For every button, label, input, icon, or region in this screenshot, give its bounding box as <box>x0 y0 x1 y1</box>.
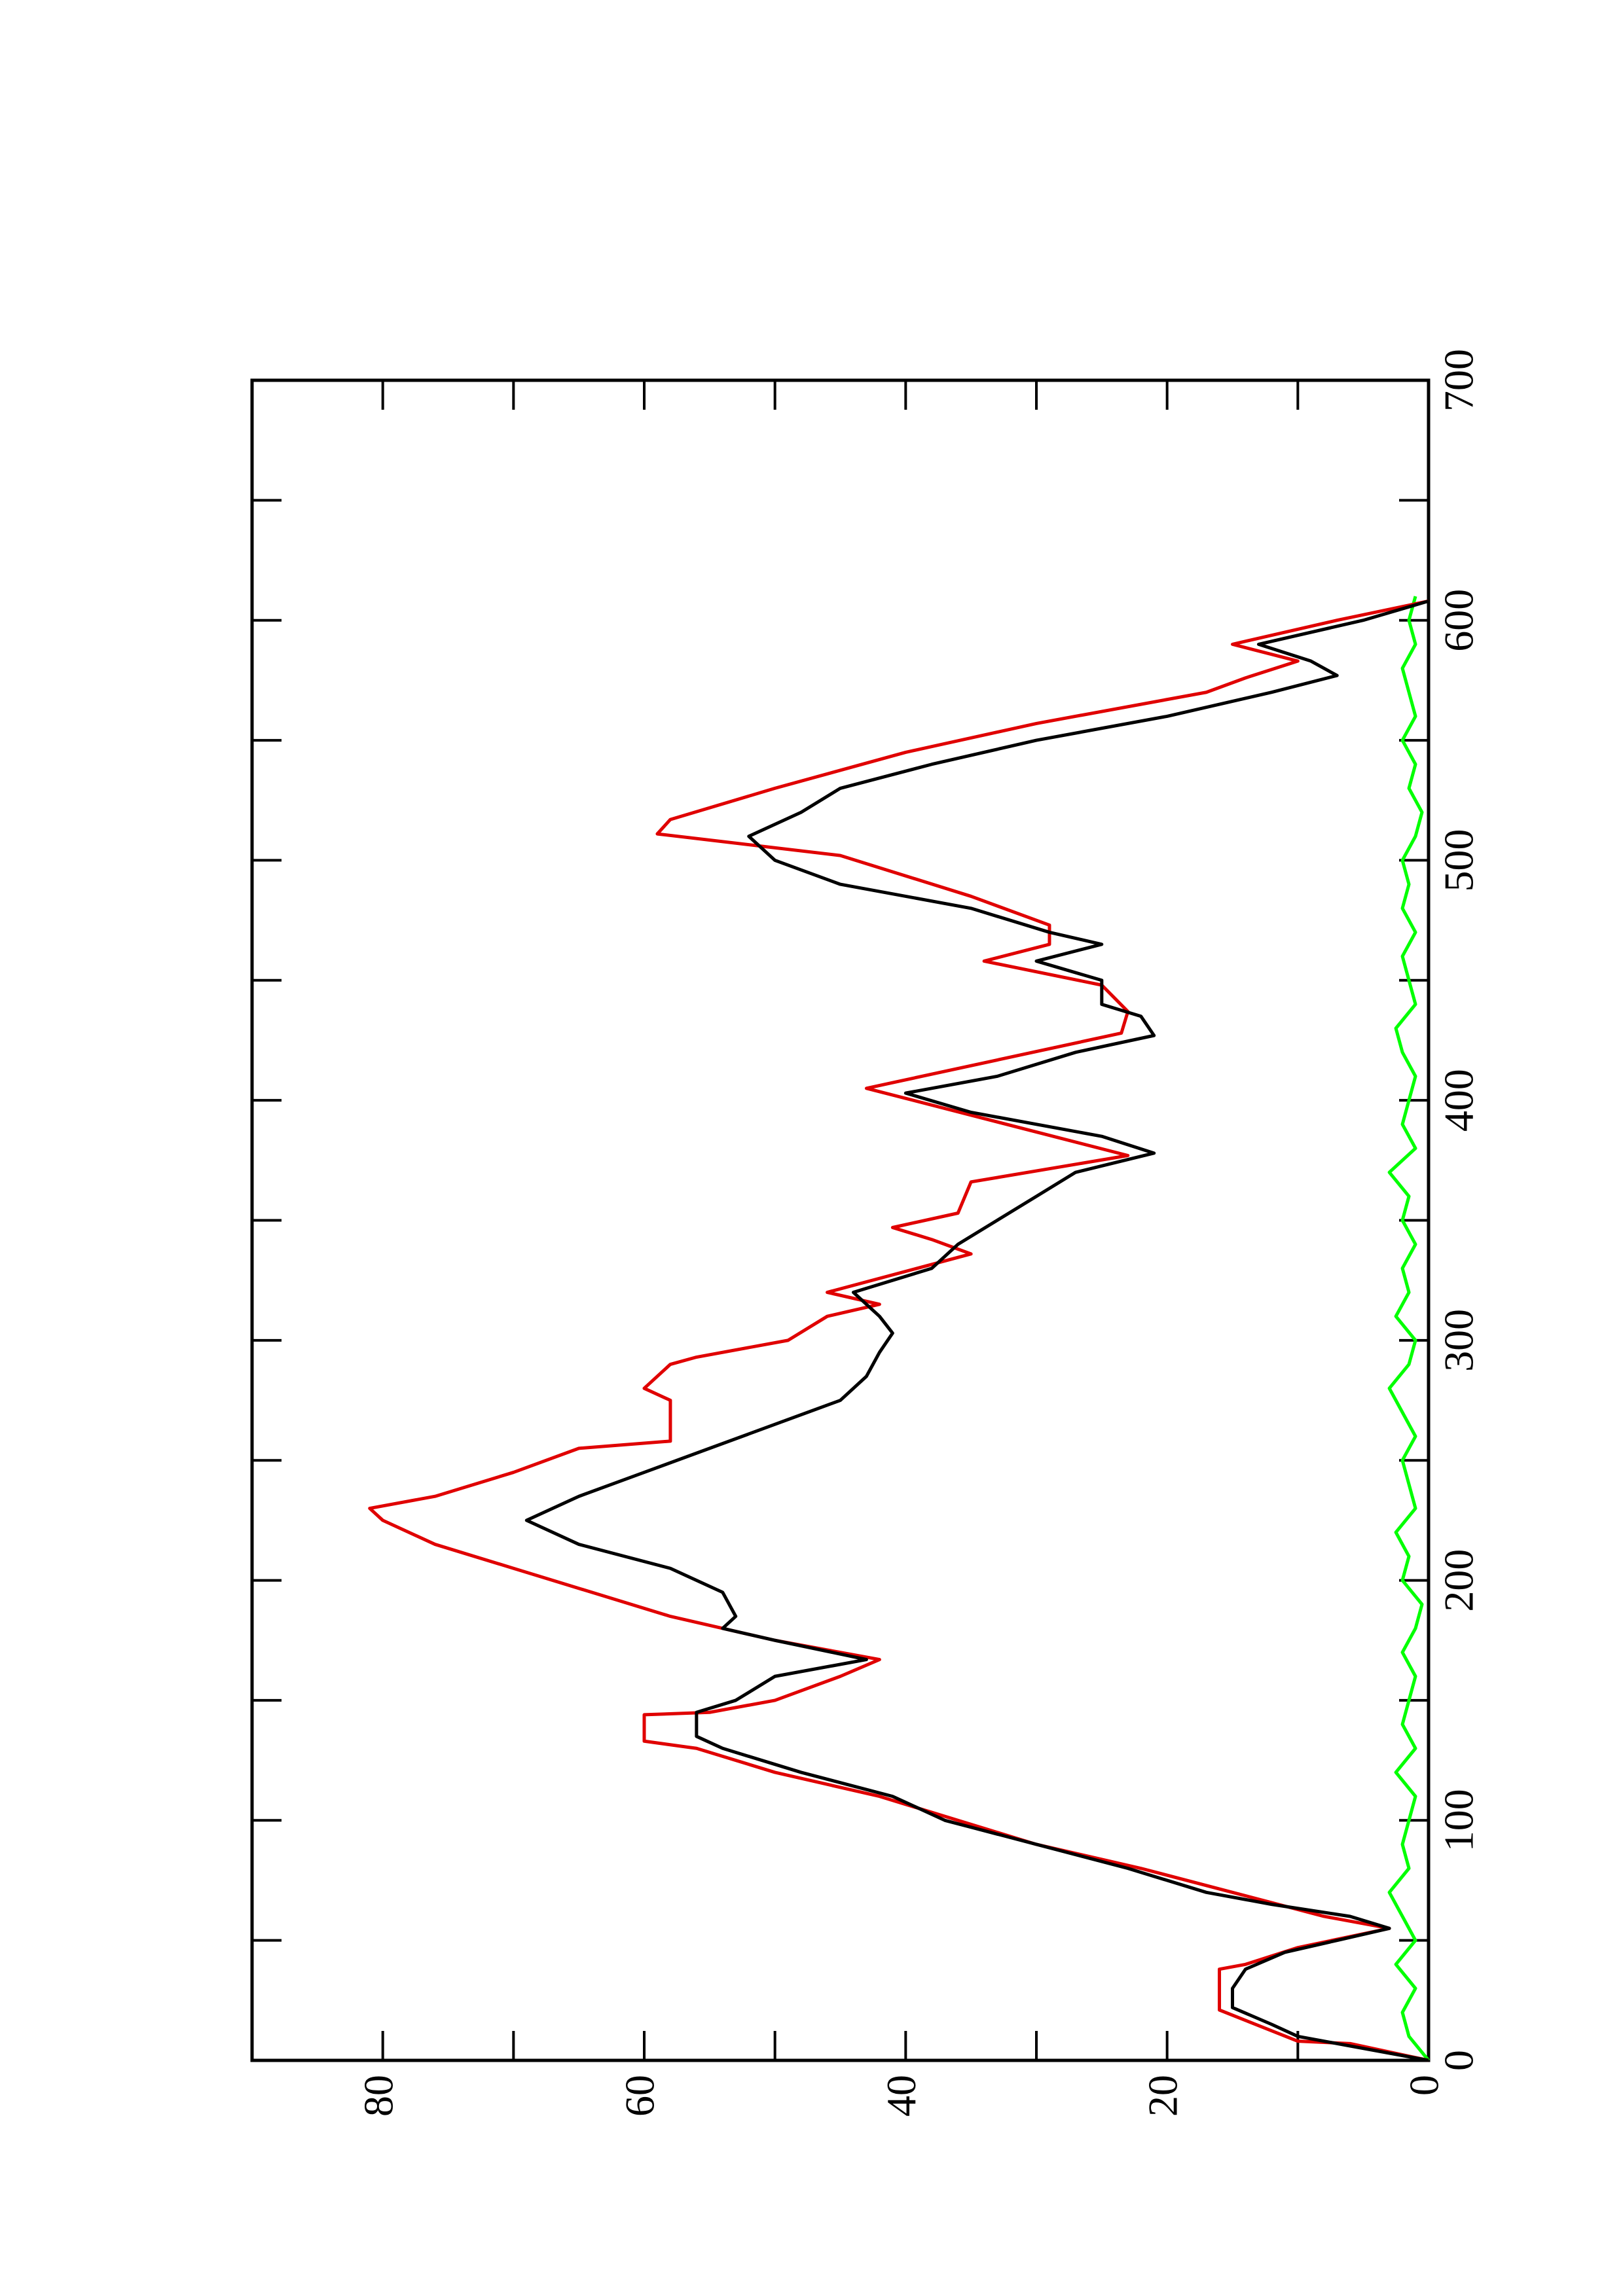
x-tick-label: 400 <box>1436 1069 1482 1132</box>
x-tick-label: 0 <box>1436 2050 1482 2071</box>
x-tick-label: 300 <box>1436 1309 1482 1372</box>
x-tick-label: 100 <box>1436 1789 1482 1852</box>
y-tick-label: 40 <box>878 2075 924 2117</box>
y-tick-label: 60 <box>617 2075 663 2117</box>
plot-frame <box>250 378 1431 2062</box>
x-tick-label: 500 <box>1436 829 1482 891</box>
data-line <box>524 599 1429 2062</box>
y-tick-label: 20 <box>1139 2075 1186 2117</box>
data-line <box>368 599 1429 2062</box>
x-tick-label: 600 <box>1436 589 1482 652</box>
plot-area: 0 100 200 300 400 500 600 700 0 20 40 60 80 <box>250 349 1482 2117</box>
x-tick-label: 200 <box>1436 1549 1482 1612</box>
y-tick-label: 80 <box>355 2075 401 2117</box>
x-tick-label: 700 <box>1436 349 1482 412</box>
y-tick-label: 0 <box>1401 2075 1448 2096</box>
data-line <box>1387 596 1430 2062</box>
